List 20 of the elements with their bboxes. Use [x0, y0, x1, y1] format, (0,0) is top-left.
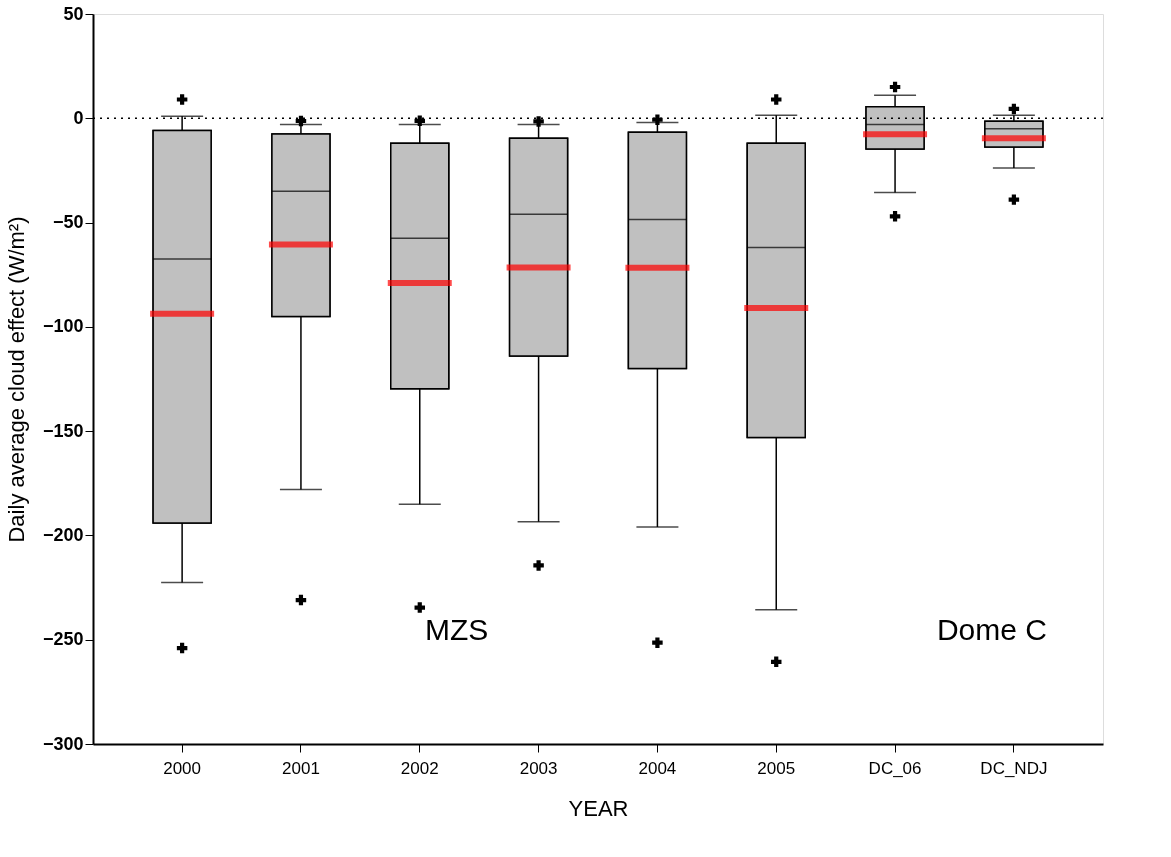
x-tick-label: 2002: [400, 758, 439, 778]
x-tick-label: 2000: [163, 758, 202, 778]
annotation: Dome C: [936, 612, 1047, 646]
x-tick-label: 2004: [638, 758, 677, 778]
x-tick-label: 2001: [282, 758, 320, 778]
annotation: MZS: [424, 612, 489, 646]
y-tick-label: −50: [52, 212, 84, 233]
y-tick-label: −100: [42, 316, 84, 337]
x-tick-label: DC_06: [868, 758, 922, 778]
x-tick-label: DC_NDJ: [980, 758, 1048, 778]
y-tick-label: −300: [42, 733, 84, 754]
y-tick-label: 0: [73, 107, 84, 128]
y-axis-title: Daily average cloud effect (W/m²): [3, 216, 29, 543]
x-axis-title: YEAR: [568, 795, 629, 821]
y-tick-label: −200: [42, 524, 84, 545]
y-tick-label: −150: [42, 420, 84, 441]
y-tick-label: 50: [63, 3, 84, 24]
y-tick-label: −250: [42, 629, 84, 650]
x-tick-label: 2003: [519, 758, 558, 778]
x-tick-label: 2005: [757, 758, 796, 778]
